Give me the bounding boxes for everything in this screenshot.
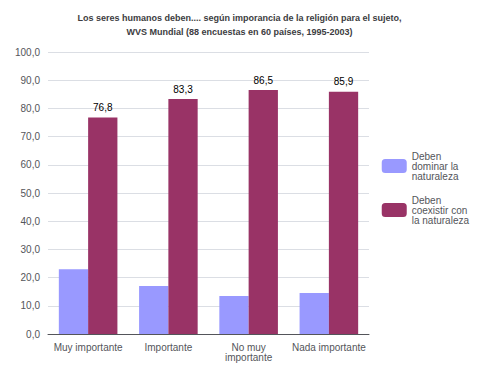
- svg-text:85,9: 85,9: [334, 76, 354, 87]
- svg-text:la naturaleza: la naturaleza: [412, 215, 470, 226]
- svg-text:83,3: 83,3: [173, 84, 193, 95]
- svg-text:40,0: 40,0: [21, 216, 41, 227]
- svg-text:Deben: Deben: [411, 150, 442, 162]
- svg-text:Importante: Importante: [144, 342, 192, 353]
- svg-text:naturaleza: naturaleza: [412, 171, 459, 182]
- svg-text:dominar la: dominar la: [411, 160, 459, 172]
- svg-text:10,0: 10,0: [21, 300, 41, 311]
- svg-text:76,8: 76,8: [93, 102, 113, 113]
- svg-text:30,0: 30,0: [21, 244, 41, 255]
- svg-text:Nada importante: Nada importante: [292, 342, 366, 353]
- svg-text:50,0: 50,0: [21, 188, 41, 199]
- svg-text:60,0: 60,0: [21, 159, 41, 170]
- svg-text:WVS Mundial (88 encuestas en 6: WVS Mundial (88 encuestas en 60 países, …: [126, 27, 352, 37]
- svg-text:80,0: 80,0: [21, 103, 41, 114]
- svg-text:Deben: Deben: [411, 194, 442, 206]
- svg-text:importante: importante: [225, 352, 273, 363]
- svg-text:Muy importante: Muy importante: [54, 342, 123, 353]
- svg-text:0,0: 0,0: [26, 329, 40, 340]
- svg-text:20,0: 20,0: [21, 272, 41, 283]
- svg-text:Los seres humanos deben.... se: Los seres humanos deben.... según impora…: [77, 13, 401, 23]
- svg-text:90,0: 90,0: [21, 75, 41, 86]
- svg-text:100,0: 100,0: [15, 47, 40, 58]
- svg-text:86,5: 86,5: [254, 75, 274, 86]
- svg-text:No muy: No muy: [231, 341, 266, 353]
- svg-text:coexistir con: coexistir con: [411, 204, 468, 216]
- svg-text:70,0: 70,0: [21, 131, 41, 142]
